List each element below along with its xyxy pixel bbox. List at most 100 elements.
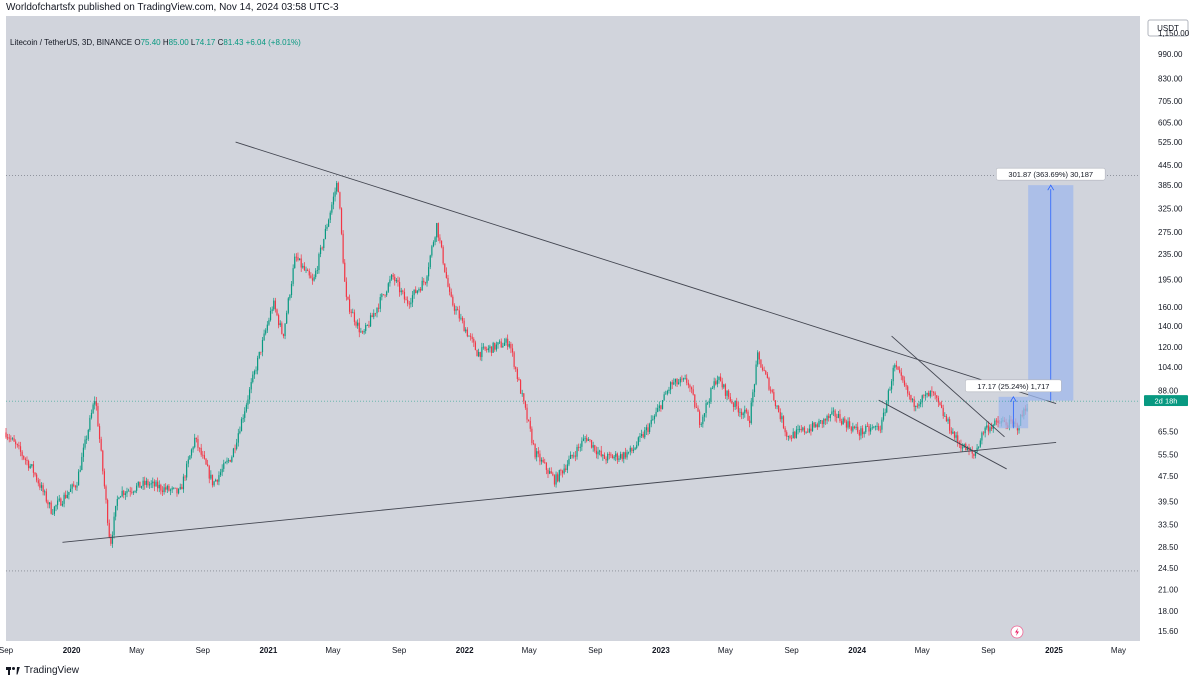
candle-body (668, 389, 670, 391)
candle-body (374, 313, 376, 315)
candle-body (44, 491, 46, 493)
candle-body (829, 414, 831, 419)
candle-body (732, 403, 735, 408)
candle-body (368, 324, 370, 327)
x-tick-label: 2024 (848, 646, 866, 655)
candle-body (145, 480, 147, 485)
candle-body (8, 437, 10, 439)
candle-body (160, 484, 162, 491)
candle-body (74, 485, 76, 488)
candle-body (10, 438, 12, 440)
candle-body (455, 309, 457, 311)
trendline[interactable] (235, 141, 1057, 405)
candle-body (334, 191, 336, 197)
candle-body (716, 380, 718, 385)
candle-body (392, 274, 394, 277)
candle-body (836, 416, 838, 418)
candle-body (676, 378, 678, 385)
candle-body (190, 449, 193, 456)
candle-body (944, 415, 946, 417)
trendline[interactable] (62, 441, 1057, 543)
candle-body (405, 299, 407, 301)
candle-body (689, 385, 691, 388)
candle-body (594, 445, 596, 451)
candle-body (739, 411, 741, 413)
candle-body (147, 480, 149, 486)
candle-body (747, 411, 749, 421)
candle-body (269, 311, 272, 321)
candle-body (832, 410, 835, 412)
candle-body (352, 312, 354, 314)
footer-brand[interactable]: TradingView (6, 661, 79, 680)
candle-body (795, 429, 798, 438)
candle-body (524, 401, 527, 408)
candle-body (228, 460, 230, 461)
candle-body (200, 447, 202, 455)
candle-body (205, 458, 207, 465)
candle-body (13, 438, 15, 442)
candle-body (237, 433, 239, 443)
y-tick-label: 705.00 (1158, 97, 1183, 106)
candle-body (155, 481, 157, 487)
candle-body (523, 393, 525, 402)
trendline[interactable] (891, 335, 1005, 438)
candle-body (168, 485, 170, 491)
candle-body (950, 430, 952, 434)
candle-body (761, 367, 764, 370)
candle-body (60, 498, 62, 506)
footer: TradingView (0, 661, 1200, 680)
candle-body (932, 391, 935, 393)
candle-body (811, 422, 814, 432)
candle-body (695, 407, 698, 408)
candle-body (437, 223, 439, 238)
candle-body (894, 365, 896, 368)
candle-body (360, 331, 362, 333)
chart-area[interactable]: USDT 1,150.00 990.00 830.00 705.00 605.00 525.… (0, 16, 1200, 661)
candle-body (189, 455, 191, 460)
candle-body (332, 196, 335, 205)
candle-body (799, 428, 801, 430)
candle-body (737, 406, 739, 413)
candle-body (378, 307, 380, 309)
candle-body (634, 447, 636, 450)
currency-box[interactable] (1147, 19, 1189, 37)
candle-body (102, 450, 104, 472)
candle-body (981, 432, 983, 441)
candle-body (669, 382, 672, 390)
candle-body (5, 432, 7, 438)
candle-body (216, 479, 218, 482)
candle-body (910, 395, 912, 401)
candle-body (608, 454, 610, 455)
candle-body (531, 428, 533, 444)
candle-body (708, 401, 710, 403)
candle-body (500, 341, 502, 348)
candle-body (621, 454, 623, 460)
candle-body (860, 428, 862, 436)
candle-body (632, 449, 635, 451)
candle-body (649, 424, 651, 432)
candle-body (913, 399, 915, 407)
candle-body (526, 407, 528, 420)
candle-body (544, 462, 546, 464)
candle-body (928, 392, 930, 397)
candle-body (839, 413, 841, 422)
candle-body (528, 419, 530, 421)
candle-body (937, 397, 939, 403)
low-label: L (190, 38, 196, 47)
candle-body (161, 490, 164, 493)
candle-body (287, 298, 289, 313)
trendline[interactable] (878, 399, 1007, 470)
candle-body (916, 405, 918, 407)
candle-body (402, 290, 404, 292)
candle-body (432, 242, 435, 247)
y-tick-label: 104.00 (1158, 363, 1183, 372)
candle-body (763, 369, 765, 371)
candle-body (136, 485, 138, 491)
candle-body (382, 294, 385, 296)
candle-body (789, 436, 791, 438)
candle-body (592, 445, 594, 448)
candle-body (260, 351, 262, 353)
candle-body (250, 382, 252, 390)
open-label: O (134, 38, 141, 47)
